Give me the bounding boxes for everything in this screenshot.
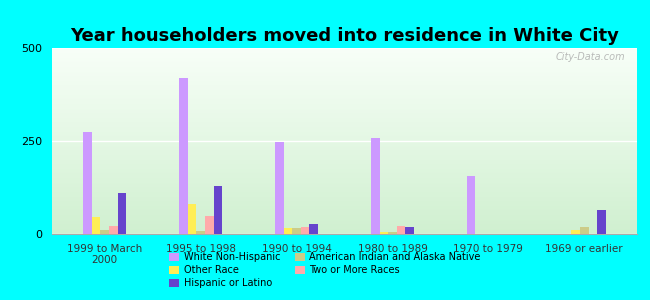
Bar	[275, 142, 283, 234]
Bar	[179, 78, 188, 234]
Bar	[214, 186, 222, 234]
Legend: White Non-Hispanic, Other Race, Hispanic or Latino, American Indian and Alaska N: White Non-Hispanic, Other Race, Hispanic…	[165, 248, 485, 292]
Bar	[83, 132, 92, 234]
Bar	[118, 193, 126, 234]
Bar	[571, 230, 580, 234]
Bar	[380, 232, 388, 234]
Bar	[109, 226, 118, 234]
Bar	[205, 216, 214, 234]
Bar	[309, 224, 318, 234]
Bar	[301, 227, 309, 234]
Bar	[188, 204, 196, 234]
Bar	[580, 227, 588, 234]
Text: City-Data.com: City-Data.com	[556, 52, 625, 62]
Bar	[101, 230, 109, 234]
Bar	[92, 217, 101, 234]
Title: Year householders moved into residence in White City: Year householders moved into residence i…	[70, 27, 619, 45]
Bar	[597, 210, 606, 234]
Bar	[396, 226, 406, 234]
Bar	[371, 138, 380, 234]
Bar	[196, 231, 205, 234]
Bar	[283, 228, 292, 234]
Bar	[406, 226, 414, 234]
Bar	[467, 176, 475, 234]
Bar	[388, 232, 396, 234]
Bar	[292, 228, 301, 234]
